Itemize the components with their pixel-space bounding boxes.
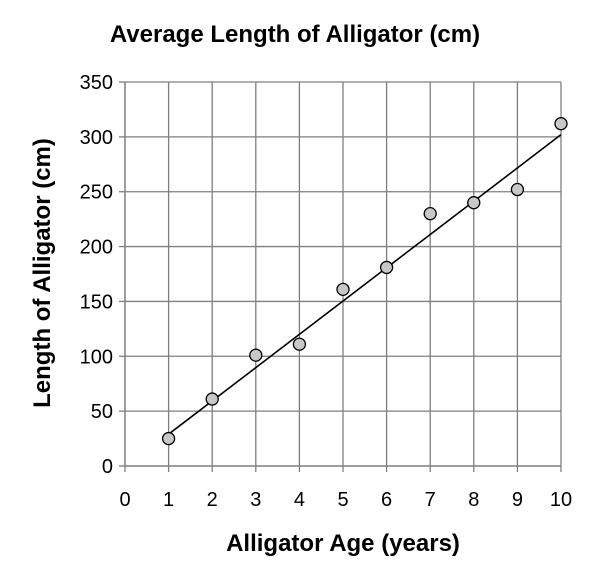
grid-lines [125, 81, 562, 466]
x-axis-label: Alligator Age (years) [226, 530, 460, 557]
x-tick-label: 8 [468, 489, 479, 511]
x-tick-label: 5 [337, 489, 348, 511]
data-point [467, 196, 481, 210]
data-point [161, 431, 176, 446]
data-point [379, 260, 394, 275]
data-point [423, 207, 437, 221]
trendline-layer [168, 134, 562, 435]
data-point [205, 392, 219, 406]
x-tick-label: 6 [381, 489, 392, 511]
y-tick-label: 0 [102, 456, 113, 478]
y-tick-label: 150 [80, 291, 113, 313]
x-tick-label: 3 [250, 489, 261, 511]
y-tick-label: 200 [80, 237, 113, 259]
x-tick-label: 4 [294, 489, 305, 511]
x-tick-label: 10 [550, 489, 572, 511]
x-tick-label: 7 [425, 489, 436, 511]
data-point [510, 182, 525, 197]
data-point [336, 282, 350, 297]
y-tick-label: 50 [91, 401, 113, 423]
axes [119, 81, 562, 472]
data-points [161, 117, 568, 446]
x-tick-label: 1 [163, 489, 174, 511]
y-tick-label: 350 [80, 72, 113, 94]
data-point [292, 337, 307, 351]
x-tick-label: 0 [119, 489, 130, 511]
y-tick-labels: 0 50 100 150 200 250 300 350 [80, 72, 113, 478]
trendline [168, 134, 562, 435]
x-tick-label: 2 [207, 489, 218, 511]
chart-title: Average Length of Alligator (cm) [110, 21, 480, 48]
data-point [554, 117, 568, 131]
y-tick-label: 250 [80, 182, 113, 204]
x-tick-label: 9 [512, 489, 523, 511]
data-point [249, 348, 263, 362]
y-tick-label: 100 [80, 346, 113, 368]
x-tick-labels: 0 1 2 3 4 5 6 7 8 9 10 [119, 489, 572, 511]
y-tick-label: 300 [80, 127, 113, 149]
y-axis-label: Length of Alligator (cm) [29, 138, 56, 408]
